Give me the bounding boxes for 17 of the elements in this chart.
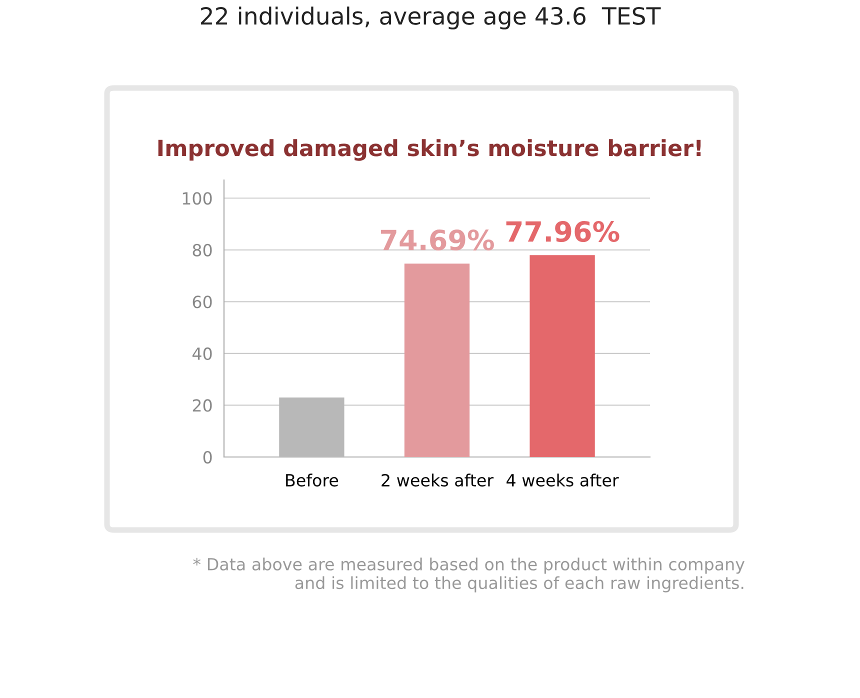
- x-tick-label: Before: [286, 474, 338, 487]
- text: * Data above are measured based on the product within company and is limited to the qualities of each raw ingredients.: [193, 558, 745, 592]
- y-tick-label: 0: [203, 450, 212, 464]
- y-tick-label: 100: [182, 192, 212, 205]
- chart-subtitle: Improved damaged skin’s moisture barrier!: [158, 139, 701, 161]
- bar: [279, 397, 344, 457]
- bar: [404, 264, 470, 457]
- y-tick-label: 40: [192, 347, 212, 360]
- y-tick-label: 60: [192, 296, 212, 308]
- x-tick-label: 4 weeks after: [506, 474, 619, 487]
- y-tick-label: 20: [192, 399, 212, 412]
- x-tick-label: 2 weeks after: [382, 474, 494, 487]
- bar: [530, 255, 595, 457]
- y-tick-label: 80: [192, 244, 212, 256]
- chart-title: 22 individuals, average age 43.6 TEST: [201, 6, 661, 30]
- data-label: 74.69%: [381, 229, 494, 250]
- data-label: 77.96%: [506, 221, 620, 242]
